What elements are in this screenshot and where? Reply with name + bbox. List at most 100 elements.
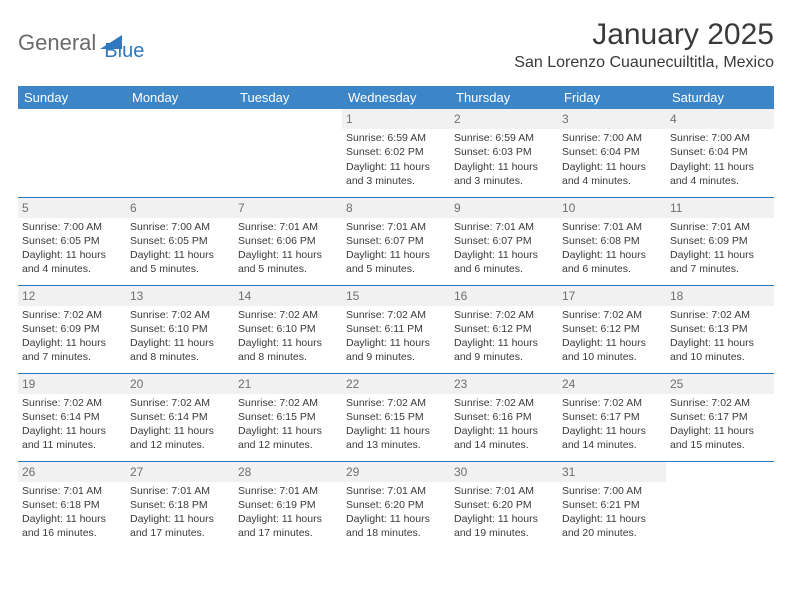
- sunrise-text: Sunrise: 7:00 AM: [130, 220, 230, 234]
- day-number: 16: [450, 286, 558, 306]
- daylight1-text: Daylight: 11 hours: [22, 248, 122, 262]
- daylight2-text: and 17 minutes.: [130, 526, 230, 540]
- sunset-text: Sunset: 6:21 PM: [562, 498, 662, 512]
- daylight2-text: and 14 minutes.: [562, 438, 662, 452]
- sunset-text: Sunset: 6:14 PM: [130, 410, 230, 424]
- daylight2-text: and 19 minutes.: [454, 526, 554, 540]
- sunrise-text: Sunrise: 7:01 AM: [346, 220, 446, 234]
- calendar-day-cell: 15Sunrise: 7:02 AMSunset: 6:11 PMDayligh…: [342, 285, 450, 373]
- day-number: 27: [126, 462, 234, 482]
- calendar-day-cell: 30Sunrise: 7:01 AMSunset: 6:20 PMDayligh…: [450, 461, 558, 549]
- day-number: 3: [558, 109, 666, 129]
- calendar-day-cell: 13Sunrise: 7:02 AMSunset: 6:10 PMDayligh…: [126, 285, 234, 373]
- calendar-day-cell: 27Sunrise: 7:01 AMSunset: 6:18 PMDayligh…: [126, 461, 234, 549]
- sunrise-text: Sunrise: 7:02 AM: [238, 396, 338, 410]
- sunset-text: Sunset: 6:09 PM: [22, 322, 122, 336]
- daylight1-text: Daylight: 11 hours: [22, 336, 122, 350]
- sunset-text: Sunset: 6:06 PM: [238, 234, 338, 248]
- sunset-text: Sunset: 6:07 PM: [454, 234, 554, 248]
- sunrise-text: Sunrise: 7:02 AM: [346, 308, 446, 322]
- day-number: 4: [666, 109, 774, 129]
- sunset-text: Sunset: 6:18 PM: [22, 498, 122, 512]
- calendar-week-row: 5Sunrise: 7:00 AMSunset: 6:05 PMDaylight…: [18, 197, 774, 285]
- daylight1-text: Daylight: 11 hours: [670, 248, 770, 262]
- daylight1-text: Daylight: 11 hours: [562, 424, 662, 438]
- calendar-day-cell: 8Sunrise: 7:01 AMSunset: 6:07 PMDaylight…: [342, 197, 450, 285]
- sunrise-text: Sunrise: 7:02 AM: [454, 396, 554, 410]
- header: General Blue January 2025 San Lorenzo Cu…: [18, 18, 774, 72]
- daylight2-text: and 3 minutes.: [346, 174, 446, 188]
- month-title: January 2025: [514, 18, 774, 52]
- day-number: 1: [342, 109, 450, 129]
- sunset-text: Sunset: 6:19 PM: [238, 498, 338, 512]
- daylight1-text: Daylight: 11 hours: [346, 424, 446, 438]
- sunrise-text: Sunrise: 7:01 AM: [670, 220, 770, 234]
- sunrise-text: Sunrise: 7:01 AM: [454, 484, 554, 498]
- calendar-day-cell: 16Sunrise: 7:02 AMSunset: 6:12 PMDayligh…: [450, 285, 558, 373]
- calendar-day-cell: 28Sunrise: 7:01 AMSunset: 6:19 PMDayligh…: [234, 461, 342, 549]
- daylight1-text: Daylight: 11 hours: [346, 160, 446, 174]
- sunrise-text: Sunrise: 7:02 AM: [130, 396, 230, 410]
- calendar-day-cell: 4Sunrise: 7:00 AMSunset: 6:04 PMDaylight…: [666, 109, 774, 197]
- daylight2-text: and 12 minutes.: [130, 438, 230, 452]
- sunset-text: Sunset: 6:03 PM: [454, 145, 554, 159]
- daylight2-text: and 9 minutes.: [346, 350, 446, 364]
- sunrise-text: Sunrise: 7:02 AM: [454, 308, 554, 322]
- calendar-day-cell: 19Sunrise: 7:02 AMSunset: 6:14 PMDayligh…: [18, 373, 126, 461]
- calendar-table: Sunday Monday Tuesday Wednesday Thursday…: [18, 86, 774, 549]
- calendar-day-cell: 25Sunrise: 7:02 AMSunset: 6:17 PMDayligh…: [666, 373, 774, 461]
- sunrise-text: Sunrise: 7:02 AM: [670, 396, 770, 410]
- calendar-day-cell: 1Sunrise: 6:59 AMSunset: 6:02 PMDaylight…: [342, 109, 450, 197]
- calendar-day-cell: 14Sunrise: 7:02 AMSunset: 6:10 PMDayligh…: [234, 285, 342, 373]
- daylight2-text: and 6 minutes.: [454, 262, 554, 276]
- sunrise-text: Sunrise: 7:01 AM: [22, 484, 122, 498]
- sunrise-text: Sunrise: 7:01 AM: [238, 484, 338, 498]
- calendar-day-cell: [666, 461, 774, 549]
- location: San Lorenzo Cuaunecuiltitla, Mexico: [514, 54, 774, 72]
- day-number: 11: [666, 198, 774, 218]
- sunrise-text: Sunrise: 7:01 AM: [130, 484, 230, 498]
- day-number: 30: [450, 462, 558, 482]
- sunset-text: Sunset: 6:04 PM: [562, 145, 662, 159]
- sunset-text: Sunset: 6:12 PM: [454, 322, 554, 336]
- day-number: 13: [126, 286, 234, 306]
- calendar-day-cell: 20Sunrise: 7:02 AMSunset: 6:14 PMDayligh…: [126, 373, 234, 461]
- daylight2-text: and 15 minutes.: [670, 438, 770, 452]
- sunrise-text: Sunrise: 7:01 AM: [238, 220, 338, 234]
- sunset-text: Sunset: 6:12 PM: [562, 322, 662, 336]
- daylight2-text: and 17 minutes.: [238, 526, 338, 540]
- sunrise-text: Sunrise: 7:02 AM: [562, 308, 662, 322]
- daylight2-text: and 13 minutes.: [346, 438, 446, 452]
- calendar-day-cell: [126, 109, 234, 197]
- day-number: 26: [18, 462, 126, 482]
- daylight1-text: Daylight: 11 hours: [562, 160, 662, 174]
- daylight1-text: Daylight: 11 hours: [562, 248, 662, 262]
- sunrise-text: Sunrise: 7:02 AM: [238, 308, 338, 322]
- sunset-text: Sunset: 6:10 PM: [130, 322, 230, 336]
- day-number: 9: [450, 198, 558, 218]
- daylight1-text: Daylight: 11 hours: [454, 248, 554, 262]
- daylight2-text: and 4 minutes.: [562, 174, 662, 188]
- daylight2-text: and 5 minutes.: [130, 262, 230, 276]
- daylight1-text: Daylight: 11 hours: [22, 424, 122, 438]
- daylight2-text: and 18 minutes.: [346, 526, 446, 540]
- daylight2-text: and 14 minutes.: [454, 438, 554, 452]
- day-number: 20: [126, 374, 234, 394]
- daylight1-text: Daylight: 11 hours: [238, 336, 338, 350]
- calendar-day-cell: 11Sunrise: 7:01 AMSunset: 6:09 PMDayligh…: [666, 197, 774, 285]
- daylight2-text: and 10 minutes.: [562, 350, 662, 364]
- sunrise-text: Sunrise: 7:02 AM: [562, 396, 662, 410]
- calendar-day-cell: 23Sunrise: 7:02 AMSunset: 6:16 PMDayligh…: [450, 373, 558, 461]
- calendar-day-cell: 26Sunrise: 7:01 AMSunset: 6:18 PMDayligh…: [18, 461, 126, 549]
- daylight1-text: Daylight: 11 hours: [130, 512, 230, 526]
- daylight1-text: Daylight: 11 hours: [562, 512, 662, 526]
- weekday-header: Sunday: [18, 86, 126, 109]
- daylight2-text: and 5 minutes.: [346, 262, 446, 276]
- calendar-week-row: 19Sunrise: 7:02 AMSunset: 6:14 PMDayligh…: [18, 373, 774, 461]
- daylight1-text: Daylight: 11 hours: [346, 248, 446, 262]
- day-number: 25: [666, 374, 774, 394]
- sunrise-text: Sunrise: 7:00 AM: [562, 484, 662, 498]
- daylight2-text: and 5 minutes.: [238, 262, 338, 276]
- daylight1-text: Daylight: 11 hours: [238, 424, 338, 438]
- sunrise-text: Sunrise: 7:02 AM: [346, 396, 446, 410]
